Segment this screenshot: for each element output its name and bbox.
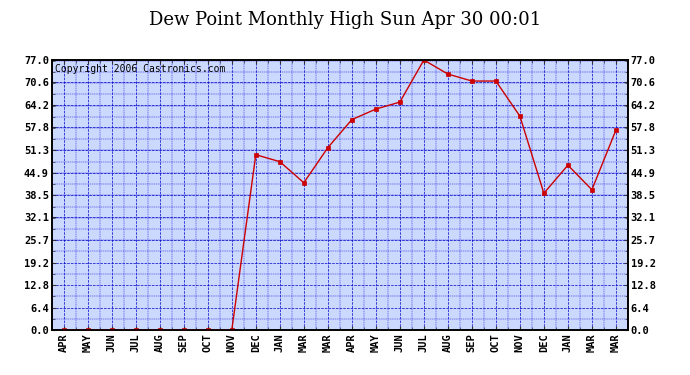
- Text: Copyright 2006 Castronics.com: Copyright 2006 Castronics.com: [55, 64, 225, 74]
- Text: Dew Point Monthly High Sun Apr 30 00:01: Dew Point Monthly High Sun Apr 30 00:01: [149, 11, 541, 29]
